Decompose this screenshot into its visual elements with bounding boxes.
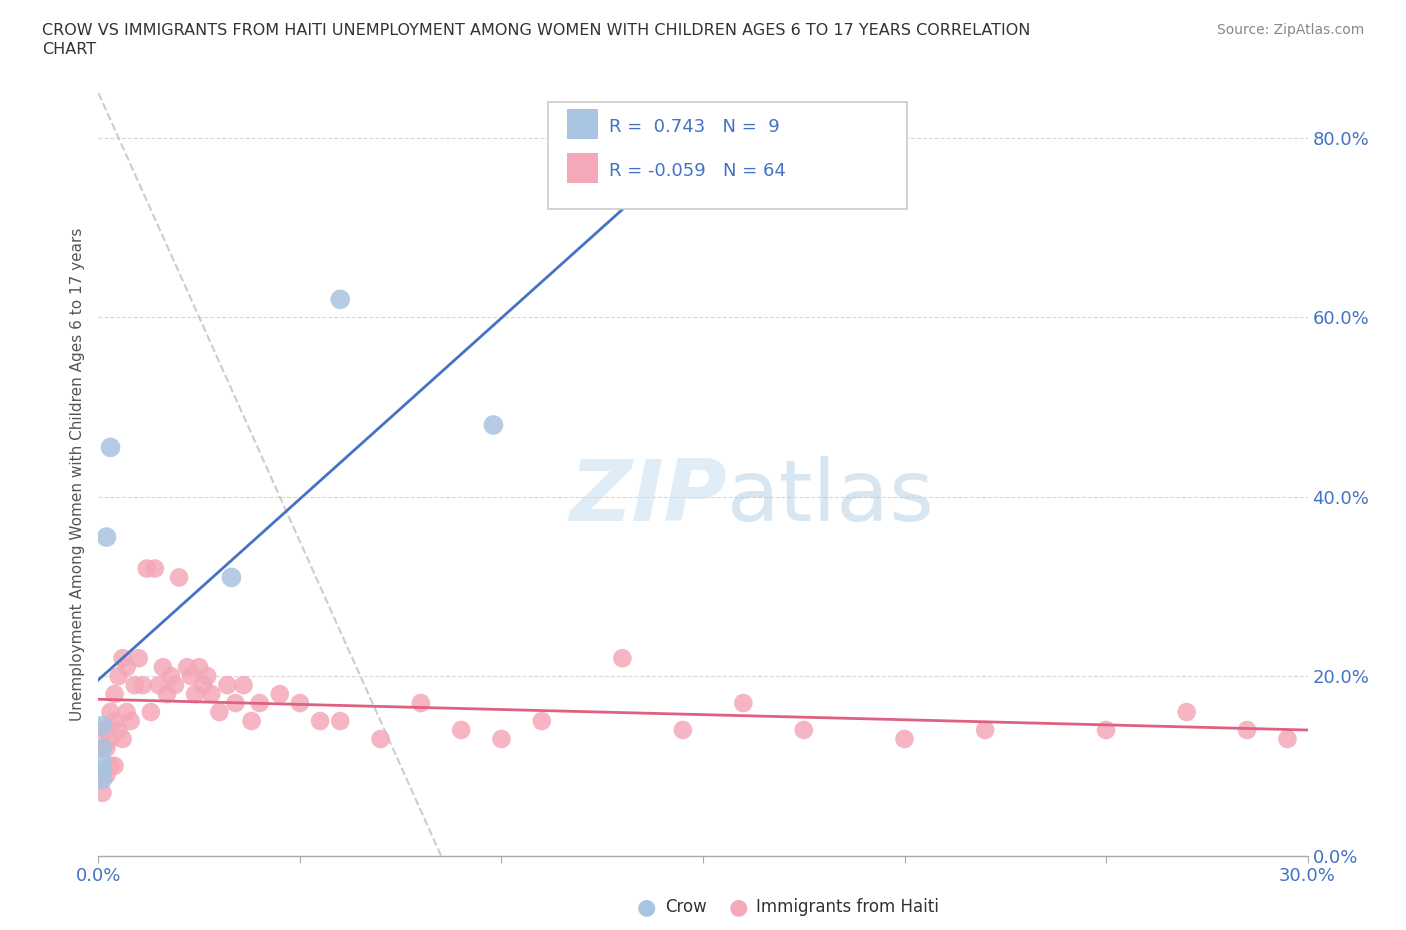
Point [1095,723,1118,737]
Point [91,740,114,755]
Point [491,732,513,747]
Point [152,659,174,674]
Point [450,723,472,737]
Point [103,759,125,774]
Point [148,678,170,693]
Point [96,767,118,782]
Point [208,705,231,720]
Text: ●: ● [637,897,657,917]
Point [96,530,118,545]
Point [128,651,150,666]
Point [482,418,505,432]
Point [91,754,114,769]
Text: Immigrants from Haiti: Immigrants from Haiti [756,897,939,916]
Point [115,659,138,674]
Point [111,732,134,747]
Point [96,740,118,755]
Point [195,669,218,684]
Text: CHART: CHART [42,42,96,57]
Point [91,785,114,800]
Point [232,678,254,693]
Point [974,723,997,737]
Text: CROW VS IMMIGRANTS FROM HAITI UNEMPLOYMENT AMONG WOMEN WITH CHILDREN AGES 6 TO 1: CROW VS IMMIGRANTS FROM HAITI UNEMPLOYME… [42,23,1031,38]
Point [103,713,125,728]
Point [91,723,114,737]
Point [530,713,553,728]
Point [217,678,239,693]
Point [91,740,114,755]
Point [288,696,311,711]
Point [115,705,138,720]
Point [91,767,114,782]
Point [160,669,183,684]
Point [269,686,291,701]
Point [1236,723,1258,737]
Point [409,696,432,711]
Text: ●: ● [728,897,748,917]
Point [135,561,157,576]
Point [200,686,222,701]
Point [111,651,134,666]
Point [180,669,202,684]
Point [249,696,271,711]
Text: atlas: atlas [727,456,935,538]
Text: Crow: Crow [665,897,707,916]
Point [1175,705,1198,720]
Y-axis label: Unemployment Among Women with Children Ages 6 to 17 years: Unemployment Among Women with Children A… [69,228,84,721]
Point [100,705,122,720]
Point [120,713,142,728]
Point [91,763,114,777]
Point [672,723,695,737]
Point [91,718,114,733]
Point [1277,732,1299,747]
Text: R =  0.743   N =  9: R = 0.743 N = 9 [609,118,779,137]
Point [893,732,915,747]
Point [612,651,634,666]
Point [103,686,125,701]
Text: Source: ZipAtlas.com: Source: ZipAtlas.com [1216,23,1364,37]
Point [184,686,207,701]
Point [309,713,332,728]
Point [107,669,129,684]
Point [221,570,243,585]
Point [100,732,122,747]
Point [107,723,129,737]
Point [370,732,392,747]
Text: R = -0.059   N = 64: R = -0.059 N = 64 [609,162,786,180]
Point [132,678,155,693]
Point [163,678,186,693]
Text: ZIP: ZIP [569,456,727,538]
Point [167,570,190,585]
Point [193,678,215,693]
Point [139,705,162,720]
Point [100,440,122,455]
Point [733,696,755,711]
Point [124,678,146,693]
Point [329,292,352,307]
Point [96,723,118,737]
Point [156,686,179,701]
Point [188,659,211,674]
Point [100,759,122,774]
Point [329,713,352,728]
Point [240,713,263,728]
Point [224,696,246,711]
Point [176,659,198,674]
Point [143,561,166,576]
Point [91,772,114,787]
Point [793,723,815,737]
